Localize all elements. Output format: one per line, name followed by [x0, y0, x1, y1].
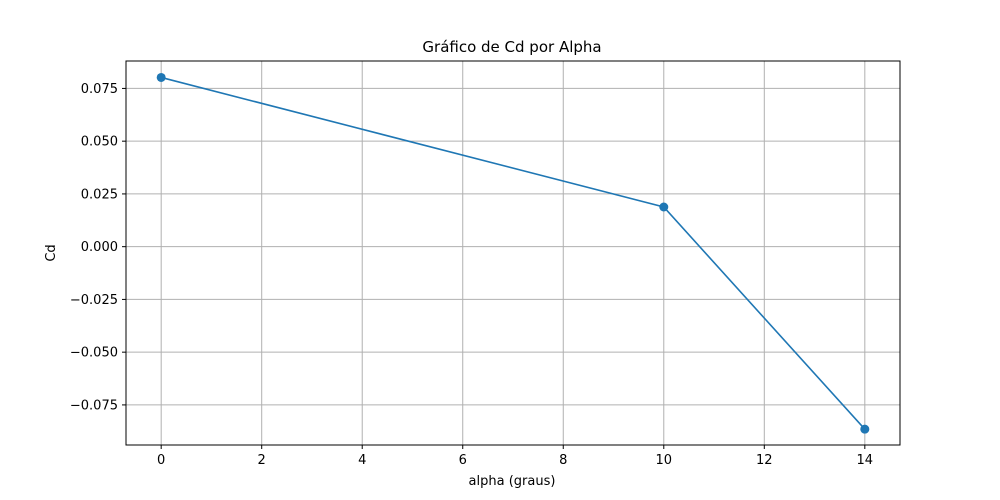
y-tick-label: 0.075	[81, 82, 118, 97]
chart-title: Gráfico de Cd por Alpha	[422, 38, 601, 56]
series-layer	[156, 72, 870, 434]
x-tick-label: 2	[258, 453, 266, 468]
y-tick-label: 0.000	[81, 240, 118, 255]
data-point	[860, 424, 870, 434]
x-axis-title: alpha (graus)	[469, 474, 556, 489]
y-tick-label: −0.050	[70, 346, 118, 361]
y-tick-label: 0.050	[81, 135, 118, 150]
y-tick-label: 0.025	[81, 187, 118, 202]
x-tick-label: 10	[656, 453, 673, 468]
data-point	[156, 72, 166, 82]
plot-frame	[125, 60, 901, 446]
x-tick-label: 4	[358, 453, 366, 468]
grid-layer	[126, 61, 900, 445]
y-axis-title: Cd	[44, 244, 59, 261]
series-line	[160, 76, 866, 430]
x-tick-label: 8	[559, 453, 567, 468]
x-tick-label: 0	[157, 453, 165, 468]
y-tick-label: −0.025	[70, 293, 118, 308]
x-tick-label: 6	[459, 453, 467, 468]
y-tick-label: −0.075	[70, 398, 118, 413]
x-tick-label: 12	[756, 453, 773, 468]
tick-layer: 0 2 4 6 8 10 12 14 −0.075 −0.050 −0.025 0.000 0.025 0…	[70, 82, 873, 468]
data-point	[659, 202, 669, 212]
x-tick-label: 14	[857, 453, 874, 468]
